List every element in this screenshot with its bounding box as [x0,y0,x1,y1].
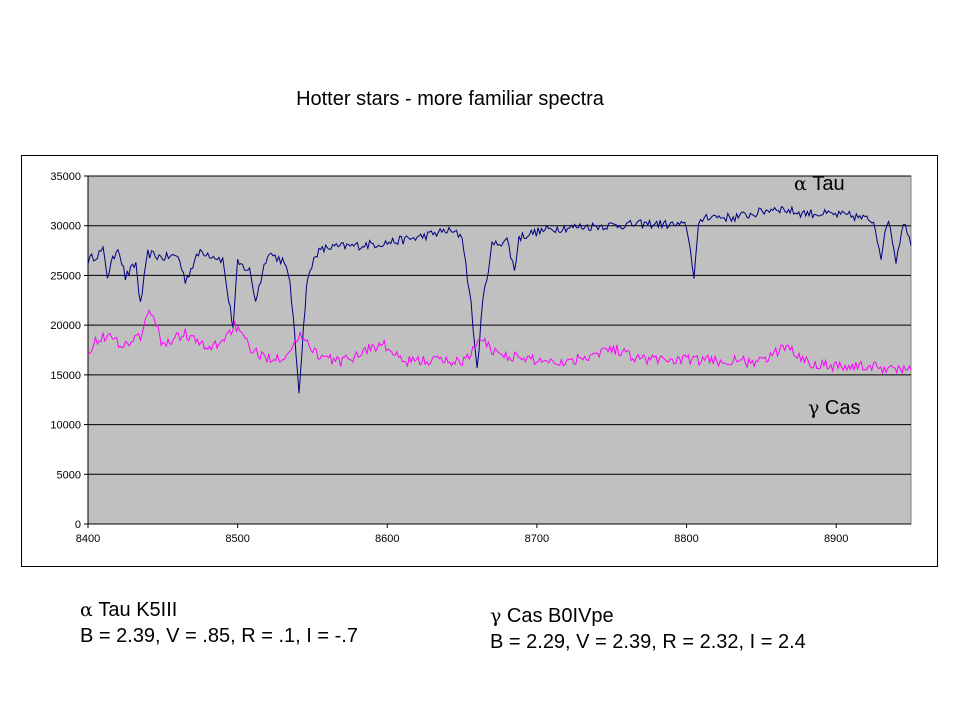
y-tick-label: 0 [75,519,81,531]
series-label-text: Cas [819,397,860,419]
x-tick-label: 8500 [225,533,249,545]
greek-symbol: γ [808,397,819,419]
greek-symbol: α [80,599,93,621]
star-photometry: B = 2.39, V = .85, R = .1, I = -.7 [80,625,358,647]
x-tick-label: 8700 [525,533,549,545]
y-tick-label: 10000 [50,420,81,432]
x-tick-label: 8900 [824,533,848,545]
y-tick-label: 15000 [50,370,81,382]
star-name: Tau K5III [98,599,178,621]
star-photometry: B = 2.29, V = 2.39, R = 2.32, I = 2.4 [490,631,806,653]
y-tick-label: 5000 [57,469,81,481]
chart-frame: 0 5000 10000 15000 20000 25000 30000 35000 8400 8… [21,155,938,567]
greek-symbol: α [794,173,807,195]
series-line-alpha-tau [87,205,912,394]
x-tick-label: 8400 [76,533,100,545]
series-label-alpha-tau: α Tau [794,173,845,195]
plot-area [87,175,912,525]
series-label-gamma-cas: γ Cas [808,397,860,419]
slide-title: Hotter stars - more familiar spectra [296,88,604,110]
star-info-alpha-tau: α Tau K5III B = 2.39, V = .85, R = .1, I… [80,597,358,649]
x-tick-label: 8800 [674,533,698,545]
star-info-gamma-cas: γ Cas B0IVpe B = 2.29, V = 2.39, R = 2.3… [490,603,806,655]
series-label-text: Tau [807,173,845,195]
greek-symbol: γ [490,605,502,627]
star-name-line: α Tau K5III [80,597,358,623]
spectrum-chart: 0 5000 10000 15000 20000 25000 30000 35000 8400 8… [50,171,912,545]
y-tick-label: 20000 [50,320,81,332]
star-name-line: γ Cas B0IVpe [490,603,806,629]
x-tick-label: 8600 [375,533,399,545]
y-tick-label: 30000 [50,221,81,233]
y-tick-label: 25000 [50,270,81,282]
star-name: Cas B0IVpe [506,605,614,627]
y-tick-label: 35000 [50,171,81,183]
series-line-gamma-cas [87,309,912,375]
